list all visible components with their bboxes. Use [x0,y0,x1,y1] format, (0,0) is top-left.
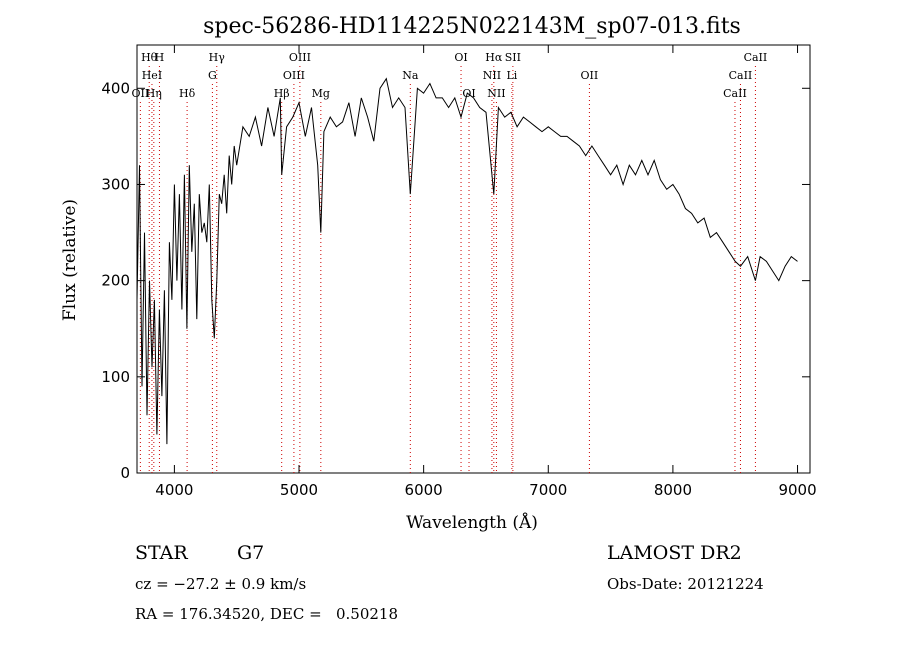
x-tick-label-2: 6000 [405,481,443,499]
marker-label-13: OI [454,51,467,64]
marker-label-2: HeI [142,69,162,82]
marker-label-9: OIII [289,51,311,64]
y-tick-label-1: 100 [101,368,130,386]
marker-label-0: Hθ [141,51,158,64]
marker-label-15: Hα [485,51,503,64]
marker-label-23: CaII [723,87,747,100]
marker-label-8: Hβ [274,87,290,100]
spectrum-line [136,77,798,445]
x-tick-label-4: 8000 [654,481,692,499]
spectral-subclass: G7 [237,542,265,564]
chart-title: spec-56286-HD114225N022143M_sp07-013.fit… [203,14,741,39]
y-tick-label-0: 0 [120,464,130,482]
marker-label-1: H [155,51,165,64]
marker-label-12: Na [402,69,419,82]
spectrum-chart: spec-56286-HD114225N022143M_sp07-013.fit… [60,14,817,533]
marker-label-18: Li [506,69,517,82]
marker-label-16: SII [505,51,521,64]
ra-dec-coordinates: RA = 176.34520, DEC = 0.50218 [135,605,399,623]
y-tick-label-3: 300 [101,175,130,193]
x-tick-label-1: 5000 [280,481,318,499]
object-class: STAR [135,542,188,564]
marker-label-10: OIII [283,69,305,82]
marker-label-4: Hη [146,87,162,100]
marker-label-17: NII [483,69,501,82]
redshift-velocity: cz = −27.2 ± 0.9 km/s [135,575,307,593]
y-tick-label-2: 200 [101,272,130,290]
x-axis-label: Wavelength (Å) [406,512,538,533]
marker-label-19: NII [487,87,505,100]
marker-label-6: Hγ [209,51,226,64]
marker-label-11: Mg [312,87,330,100]
observation-date: Obs-Date: 20121224 [607,575,764,593]
marker-label-3: OII [132,87,150,100]
marker-label-21: CaII [744,51,768,64]
marker-label-5: Hδ [179,87,196,100]
y-axis-label: Flux (relative) [60,199,80,321]
x-tick-label-3: 7000 [529,481,567,499]
marker-label-20: OII [581,69,599,82]
plot-frame [136,44,811,474]
survey-name: LAMOST DR2 [607,542,742,564]
marker-label-22: CaII [729,69,753,82]
marker-label-7: G [208,69,217,82]
axes: 4000 5000 6000 7000 8000 9000 0 100 200 300 400 [101,45,817,499]
x-tick-label-0: 4000 [155,481,193,499]
x-tick-label-5: 9000 [778,481,816,499]
y-tick-label-4: 400 [101,79,130,97]
